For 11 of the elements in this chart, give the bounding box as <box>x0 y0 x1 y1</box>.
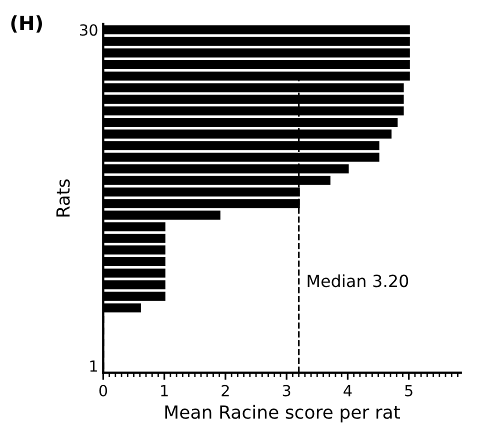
y-tick-label: 30 <box>80 24 98 36</box>
x-tick-label: 1 <box>161 385 168 396</box>
y-axis-title: Rats <box>56 179 70 216</box>
chart-title: (H) <box>11 15 42 33</box>
x-tick-label: 0 <box>99 384 108 396</box>
x-tick-label: 2 <box>222 384 229 396</box>
x-axis-title: Mean Racine score per rat <box>165 404 400 422</box>
ref-line-label: Median 3.20 <box>308 274 408 288</box>
x-tick-label: 3 <box>282 384 290 396</box>
x-tick-label: 4 <box>344 385 352 396</box>
x-tick-label: 5 <box>405 385 412 396</box>
